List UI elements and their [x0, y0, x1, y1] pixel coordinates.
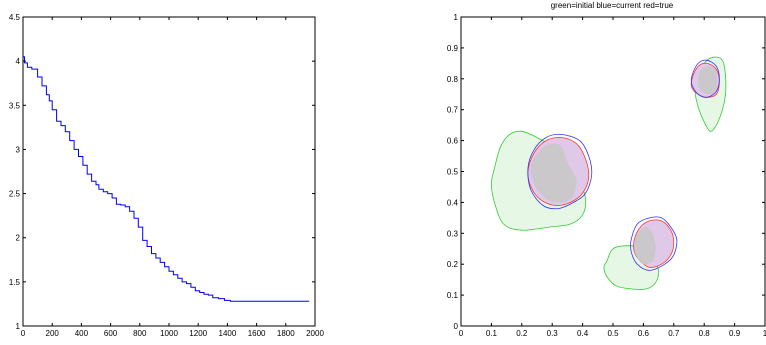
x-tick-label: 2000 [306, 329, 324, 338]
x-tick-label: 600 [104, 329, 118, 338]
y-tick-label: 0.4 [447, 198, 459, 207]
y-tick-label: 0.8 [447, 75, 459, 84]
y-tick-label: 0.7 [447, 106, 459, 115]
x-tick-label: 0.4 [577, 329, 589, 338]
y-tick-label: 0.3 [447, 229, 459, 238]
x-tick-label: 1200 [189, 329, 207, 338]
x-tick-label: 0 [459, 329, 464, 338]
x-tick-label: 0.2 [516, 329, 528, 338]
x-tick-label: 0.6 [638, 329, 650, 338]
y-tick-label: 4 [16, 57, 21, 66]
y-tick-label: 0.9 [447, 44, 459, 53]
x-tick-label: 0.3 [547, 329, 559, 338]
x-tick-label: 0 [21, 329, 26, 338]
current-region-contour [690, 59, 720, 98]
left-plot-marks: 0 200 400 600 800 1000 1200 1400 1600 1800 2000 1 1.… [9, 13, 325, 338]
x-tick-label: 1 [763, 329, 766, 338]
y-tick-label: 3.5 [9, 101, 21, 110]
y-tick-label: 2.5 [9, 190, 21, 199]
y-tick-label: 1 [454, 13, 459, 22]
x-tick-label: 1600 [248, 329, 266, 338]
series-line [23, 56, 310, 302]
y-tick-label: 4.5 [9, 13, 21, 22]
x-tick-label: 0.8 [699, 329, 711, 338]
x-tick-label: 0.1 [486, 329, 498, 338]
left-plot-frame [22, 16, 316, 327]
x-tick-label: 400 [75, 329, 89, 338]
x-tick-label: 200 [46, 329, 60, 338]
y-tick-label: 1.5 [9, 278, 21, 287]
y-tick-label: 0.2 [447, 260, 459, 269]
y-tick-label: 3 [16, 145, 21, 154]
right-chart-title: green=initial blue=current red=true [551, 1, 674, 10]
overlap-region [634, 227, 656, 265]
overlap-region [530, 143, 577, 203]
y-tick-label: 0.1 [447, 291, 459, 300]
y-tick-label: 2 [16, 234, 21, 243]
x-tick-label: 0.5 [607, 329, 619, 338]
current-region-contour [527, 133, 593, 210]
x-tick-label: 0.9 [729, 329, 741, 338]
x-tick-label: 1000 [160, 329, 178, 338]
x-tick-label: 800 [133, 329, 147, 338]
overlap-region [698, 66, 718, 95]
convergence-line-chart: 0 200 400 600 800 1000 1200 1400 1600 1800 2000 1 1.… [9, 13, 325, 338]
x-tick-label: 1400 [219, 329, 237, 338]
x-tick-label: 1800 [277, 329, 295, 338]
right-plot-marks: 0 0.1 0.2 0.3 0.4 0.5 0.6 0.7 0.8 0.9 1 0 0.1 0.2 0.3 0… [447, 13, 766, 338]
y-tick-label: 0.6 [447, 137, 459, 146]
y-tick-label: 0 [454, 322, 459, 331]
y-tick-label: 1 [16, 322, 21, 331]
region-contour-chart: green=initial blue=current red=true 0 0.1… [447, 1, 766, 338]
current-region-contour [630, 216, 678, 271]
y-tick-label: 0.5 [447, 168, 459, 177]
x-tick-label: 0.7 [668, 329, 680, 338]
